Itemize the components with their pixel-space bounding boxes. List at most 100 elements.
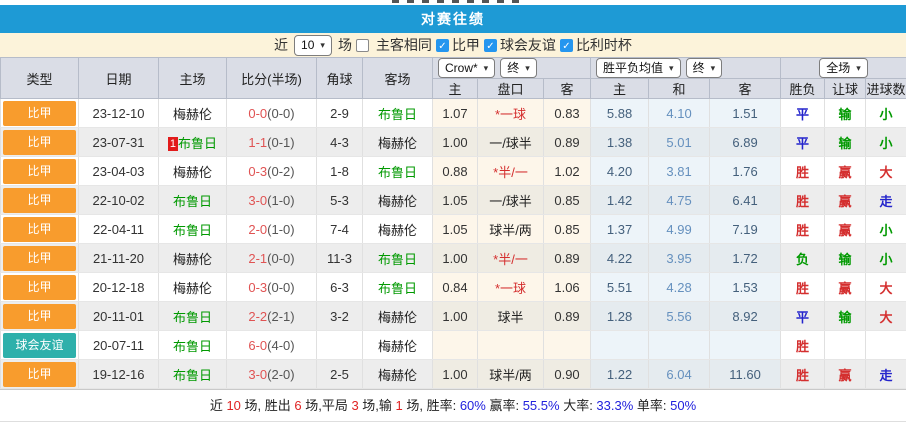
sub-header-goals: 进球数 — [866, 79, 906, 99]
handicap-result-cell: 赢 — [825, 186, 866, 215]
summary-segment: 55.5% — [523, 398, 560, 413]
goals-result-cell: 走 — [866, 186, 906, 215]
handicap-result-cell: 输 — [825, 99, 866, 128]
corners-cell: 4-3 — [317, 128, 363, 157]
result-cell: 胜 — [781, 331, 825, 360]
summary-segment: 1 — [396, 398, 403, 413]
recent-count-value: 10 — [301, 37, 314, 54]
league-friendly-checkbox[interactable]: ✓ — [484, 39, 497, 52]
goals-result-cell: 大 — [866, 273, 906, 302]
summary-segment: 近 — [210, 398, 227, 413]
scope-select[interactable]: 全场 ▾ — [819, 58, 868, 78]
handicap-result-cell: 输 — [825, 244, 866, 273]
handicap-cell: 球半 — [478, 302, 544, 331]
league-badge: 比甲 — [3, 275, 76, 300]
same-venue-checkbox[interactable] — [356, 39, 369, 52]
corners-cell: 2-9 — [317, 99, 363, 128]
sub-header-avg-home: 主 — [591, 79, 649, 99]
avg-away-cell: 6.41 — [710, 186, 781, 215]
goals-result-cell: 大 — [866, 302, 906, 331]
away-team-cell: 布鲁日 — [363, 244, 433, 273]
crown-home-odds-cell: 0.84 — [433, 273, 478, 302]
crown-away-odds-cell: 1.02 — [544, 157, 591, 186]
date-cell: 20-11-01 — [79, 302, 159, 331]
result-cell: 平 — [781, 128, 825, 157]
avg-time-value: 终 — [693, 60, 705, 77]
avg-odds-group-header: 胜平负均值 ▾ 终 ▾ — [591, 58, 781, 79]
col-header-corners: 角球 — [317, 58, 363, 99]
crown-odds-source-value: Crow* — [445, 60, 478, 77]
away-team-cell: 布鲁日 — [363, 157, 433, 186]
recent-count-select[interactable]: 10 ▾ — [294, 35, 332, 56]
handicap-result-cell: 赢 — [825, 215, 866, 244]
away-team-cell: 布鲁日 — [363, 99, 433, 128]
clipped-text-smudge — [392, 0, 520, 3]
col-header-score: 比分(半场) — [227, 58, 317, 99]
league-badge: 比甲 — [3, 304, 76, 329]
avg-draw-cell: 3.81 — [649, 157, 710, 186]
handicap-result-cell: 输 — [825, 128, 866, 157]
league-jupiler-label: 比甲 — [452, 35, 480, 55]
goals-result-cell: 走 — [866, 360, 906, 389]
corners-cell: 2-5 — [317, 360, 363, 389]
league-filter-jupiler: ✓ 比甲 — [436, 35, 480, 55]
home-team-cell: 布鲁日 — [159, 360, 227, 389]
summary-segment: 3 — [351, 398, 358, 413]
league-cup-checkbox[interactable]: ✓ — [560, 39, 573, 52]
avg-home-cell: 4.22 — [591, 244, 649, 273]
league-jupiler-checkbox[interactable]: ✓ — [436, 39, 449, 52]
result-cell: 胜 — [781, 215, 825, 244]
goals-result-cell: 小 — [866, 215, 906, 244]
result-group-header: 全场 ▾ — [781, 58, 906, 79]
filter-bar: 近 10 ▾ 场 主客相同 ✓ 比甲 ✓ 球会友谊 ✓ 比利时杯 — [0, 33, 906, 57]
sub-header-avg-away: 客 — [710, 79, 781, 99]
crown-odds-source-select[interactable]: Crow* ▾ — [438, 58, 495, 78]
handicap-cell: *半/一 — [478, 157, 544, 186]
avg-draw-cell: 4.10 — [649, 99, 710, 128]
sub-header-handicap: 盘口 — [478, 79, 544, 99]
league-cell: 比甲 — [1, 244, 79, 273]
avg-draw-cell: 5.56 — [649, 302, 710, 331]
avg-away-cell: 1.53 — [710, 273, 781, 302]
summary-segment: 10 — [226, 398, 240, 413]
avg-home-cell — [591, 331, 649, 360]
score-cell: 0-3(0-0) — [227, 273, 317, 302]
league-cell: 比甲 — [1, 128, 79, 157]
avg-source-select[interactable]: 胜平负均值 ▾ — [596, 58, 681, 78]
avg-home-cell: 1.28 — [591, 302, 649, 331]
avg-away-cell — [710, 331, 781, 360]
corners-cell: 11-3 — [317, 244, 363, 273]
date-cell: 20-12-18 — [79, 273, 159, 302]
check-icon: ✓ — [438, 41, 446, 52]
sub-header-avg-draw: 和 — [649, 79, 710, 99]
crown-away-odds-cell: 0.83 — [544, 99, 591, 128]
result-cell: 胜 — [781, 360, 825, 389]
avg-away-cell: 1.76 — [710, 157, 781, 186]
score-cell: 6-0(4-0) — [227, 331, 317, 360]
avg-home-cell: 5.51 — [591, 273, 649, 302]
avg-away-cell: 11.60 — [710, 360, 781, 389]
avg-draw-cell: 4.99 — [649, 215, 710, 244]
crown-home-odds-cell: 1.07 — [433, 99, 478, 128]
away-team-cell: 布鲁日 — [363, 273, 433, 302]
check-icon: ✓ — [562, 41, 570, 52]
chevron-down-icon: ▾ — [711, 60, 716, 77]
score-cell: 1-1(0-1) — [227, 128, 317, 157]
away-team-cell: 梅赫伦 — [363, 331, 433, 360]
score-cell: 2-0(1-0) — [227, 215, 317, 244]
crown-home-odds-cell: 1.00 — [433, 302, 478, 331]
handicap-result-cell: 赢 — [825, 273, 866, 302]
avg-time-select[interactable]: 终 ▾ — [686, 58, 723, 78]
chevron-down-icon: ▾ — [669, 60, 674, 77]
corners-cell: 5-3 — [317, 186, 363, 215]
date-cell: 23-04-03 — [79, 157, 159, 186]
avg-home-cell: 1.38 — [591, 128, 649, 157]
crown-odds-time-select[interactable]: 终 ▾ — [500, 58, 537, 78]
avg-draw-cell: 4.75 — [649, 186, 710, 215]
chevron-down-icon: ▾ — [320, 37, 325, 54]
home-team-cell: 布鲁日 — [159, 186, 227, 215]
sub-header-crown-away: 客 — [544, 79, 591, 99]
